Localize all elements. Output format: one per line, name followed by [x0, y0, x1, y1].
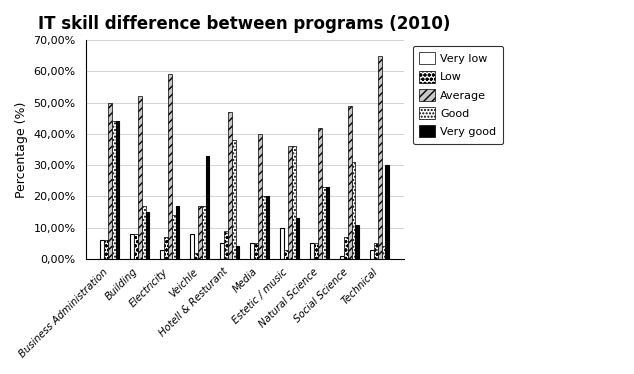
Title: IT skill difference between programs (2010): IT skill difference between programs (20… [39, 15, 451, 33]
Legend: Very low, Low, Average, Good, Very good: Very low, Low, Average, Good, Very good [413, 46, 503, 144]
Bar [288, 146, 292, 259]
Bar [205, 156, 209, 259]
Bar [146, 212, 150, 259]
Bar [258, 134, 262, 259]
Bar [130, 234, 134, 259]
Bar [138, 96, 141, 259]
Bar [115, 122, 119, 259]
Bar [194, 253, 198, 259]
Bar [104, 240, 108, 259]
Bar [134, 234, 138, 259]
Bar [280, 228, 284, 259]
Bar [198, 206, 202, 259]
Bar [378, 56, 382, 259]
Bar [292, 146, 295, 259]
Bar [168, 74, 172, 259]
Bar [190, 234, 194, 259]
Bar [112, 122, 115, 259]
Bar [352, 162, 356, 259]
Bar [385, 165, 389, 259]
Bar [374, 243, 378, 259]
Bar [262, 196, 266, 259]
Bar [236, 246, 240, 259]
Bar [108, 102, 112, 259]
Bar [340, 256, 344, 259]
Bar [164, 237, 168, 259]
Bar [100, 240, 104, 259]
Bar [370, 249, 374, 259]
Bar [314, 243, 318, 259]
Y-axis label: Percentage (%): Percentage (%) [15, 101, 28, 198]
Bar [228, 112, 231, 259]
Bar [220, 243, 224, 259]
Bar [250, 243, 254, 259]
Bar [325, 187, 330, 259]
Bar [347, 106, 352, 259]
Bar [172, 215, 176, 259]
Bar [321, 187, 325, 259]
Bar [141, 206, 146, 259]
Bar [254, 243, 258, 259]
Bar [310, 243, 314, 259]
Bar [318, 128, 321, 259]
Bar [160, 249, 164, 259]
Bar [382, 246, 385, 259]
Bar [344, 237, 347, 259]
Bar [295, 218, 299, 259]
Bar [202, 206, 205, 259]
Bar [224, 231, 228, 259]
Bar [176, 206, 179, 259]
Bar [284, 249, 288, 259]
Bar [266, 196, 269, 259]
Bar [231, 140, 236, 259]
Bar [356, 224, 359, 259]
